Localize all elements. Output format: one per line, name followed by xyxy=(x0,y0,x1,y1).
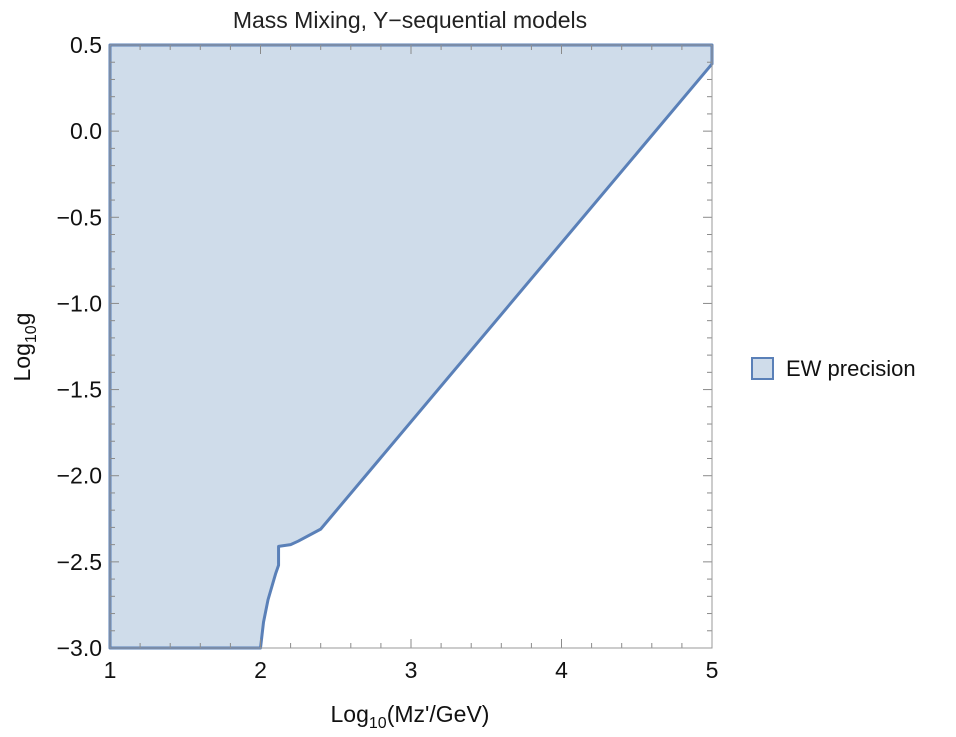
y-tick-label: 0.0 xyxy=(70,118,102,144)
y-tick-label: 0.5 xyxy=(70,32,102,58)
y-tick-label: −1.5 xyxy=(57,377,102,403)
region-ew-precision xyxy=(108,43,714,650)
x-axis-label: Log10(Mz'/GeV) xyxy=(331,701,490,732)
legend: EW precision xyxy=(751,356,916,381)
plot-frame xyxy=(109,44,713,649)
tick-labels: 1 2 3 4 5 0.5 0.0 −0.5 −1.0 −1.5 −2.0 −2.5 −3.0 xyxy=(57,32,719,683)
axis-ticks xyxy=(109,44,713,649)
x-tick-label: 4 xyxy=(555,657,568,683)
x-tick-label: 3 xyxy=(405,657,418,683)
y-tick-label: −0.5 xyxy=(57,204,102,230)
x-axis-label-rest: (Mz'/GeV) xyxy=(387,701,490,727)
y-tick-label: −2.5 xyxy=(57,549,102,575)
y-axis-label-rest: g xyxy=(9,313,35,326)
x-tick-label: 1 xyxy=(104,657,117,683)
plot-area xyxy=(108,43,714,650)
y-axis-label: Log10g xyxy=(9,313,40,382)
x-axis-label-base: Log xyxy=(331,701,369,727)
legend-label: EW precision xyxy=(786,356,916,381)
y-tick-label: −2.0 xyxy=(57,463,102,489)
x-tick-label: 5 xyxy=(706,657,719,683)
y-tick-label: −1.0 xyxy=(57,290,102,316)
x-axis-label-sub: 10 xyxy=(369,715,387,732)
y-axis-label-sub: 10 xyxy=(23,325,40,343)
x-tick-label: 2 xyxy=(254,657,267,683)
y-tick-label: −3.0 xyxy=(57,635,102,661)
y-axis-label-base: Log xyxy=(9,343,35,381)
chart-title: Mass Mixing, Y−sequential models xyxy=(233,7,587,33)
legend-swatch xyxy=(751,357,774,380)
